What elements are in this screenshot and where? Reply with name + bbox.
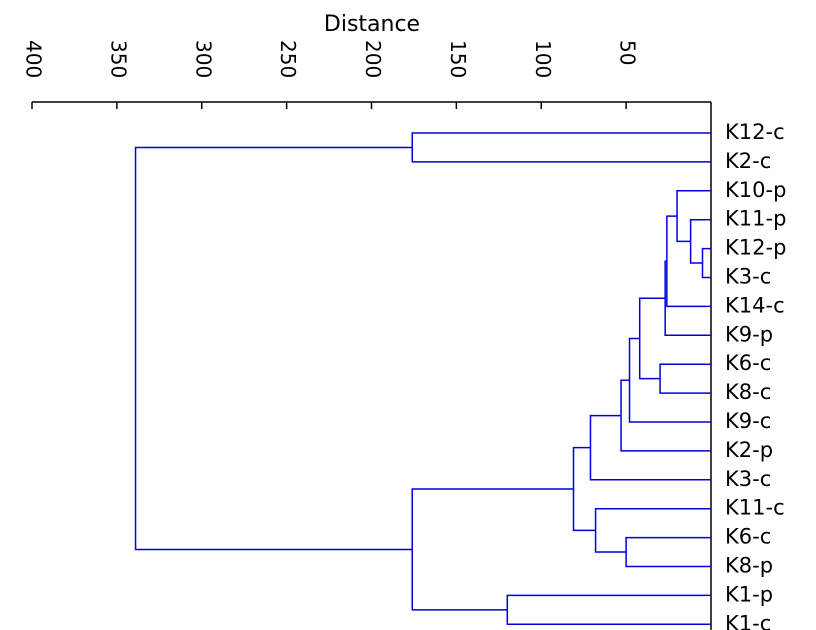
dendrogram-branch — [411, 488, 574, 611]
dendrogram-branch — [638, 297, 666, 380]
dendrogram-branch — [701, 247, 711, 279]
x-tick-label: 50 — [616, 40, 640, 65]
leaf-label: K11-c — [725, 496, 785, 520]
x-tick-label: 100 — [531, 40, 555, 78]
x-axis-ticks: 400 350 300 250 200 150 100 50 — [22, 40, 640, 109]
leaf-label: K1-p — [725, 582, 773, 606]
x-tick-label: 250 — [276, 40, 300, 78]
dendrogram-branch — [659, 363, 711, 394]
dendrogram-branch — [664, 260, 711, 337]
leaf-label: K6-c — [725, 525, 771, 549]
dendrogram-branch — [628, 337, 711, 423]
x-tick-label: 300 — [191, 40, 215, 78]
leaf-label: K12-p — [725, 236, 786, 260]
x-tick-label: 400 — [22, 40, 46, 78]
dendrogram-branch — [625, 536, 711, 568]
dendrogram-branch — [572, 446, 596, 532]
dendrogram-branch — [506, 594, 711, 626]
leaf-label: K1-c — [725, 611, 771, 630]
leaf-label: K11-p — [725, 207, 786, 231]
leaf-label: K3-c — [725, 467, 771, 491]
dendrogram-branches — [134, 132, 711, 626]
x-axis-title: Distance — [324, 12, 420, 37]
leaf-label: K8-p — [725, 554, 773, 578]
x-tick-label: 150 — [446, 40, 470, 78]
leaf-label: K2-p — [725, 438, 773, 462]
leaf-label: K6-c — [725, 351, 771, 375]
leaf-label: K9-p — [725, 322, 773, 346]
leaf-label: K14-c — [725, 293, 785, 317]
dendrogram-branch — [689, 218, 711, 264]
leaf-label: K12-c — [725, 120, 785, 144]
leaf-label: K9-c — [725, 409, 771, 433]
dendrogram-branch — [676, 190, 711, 243]
dendrogram-branch — [620, 379, 711, 452]
dendrogram-branch — [411, 132, 711, 163]
dendrogram-branch — [589, 414, 711, 481]
x-tick-label: 200 — [361, 40, 385, 78]
x-tick-label: 350 — [106, 40, 130, 78]
leaf-label: K3-c — [725, 265, 771, 289]
dendrogram-branch — [594, 507, 711, 553]
leaf-label: K2-c — [725, 149, 771, 173]
leaf-label: K8-c — [725, 380, 771, 404]
dendrogram-branch — [134, 146, 413, 551]
dendrogram-branch — [666, 215, 711, 308]
leaf-label: K10-p — [725, 178, 786, 202]
leaf-labels: K12-c K2-c K10-p K11-p K12-p K3-c K14-c K9-p K6-… — [725, 120, 786, 630]
